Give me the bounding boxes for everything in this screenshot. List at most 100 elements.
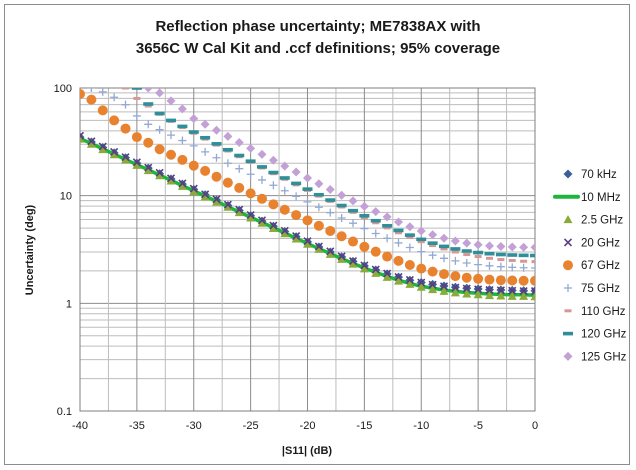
- data-point: [348, 256, 358, 266]
- data-point: [223, 202, 233, 211]
- data-point: [462, 284, 471, 293]
- data-point: [268, 199, 279, 210]
- data-point: [291, 167, 301, 177]
- data-point: [178, 136, 187, 145]
- data-point: [530, 253, 535, 258]
- data-point: [166, 174, 176, 183]
- data-point: [405, 275, 414, 284]
- data-point: [269, 181, 278, 190]
- data-point: [189, 141, 198, 150]
- legend-item-75-ghz: 75 GHz: [564, 283, 620, 295]
- data-point: [234, 153, 245, 158]
- data-point: [325, 185, 335, 195]
- data-point: [143, 102, 154, 106]
- data-point: [326, 208, 335, 217]
- data-point: [201, 190, 210, 199]
- data-point: [473, 273, 484, 284]
- data-point: [109, 150, 119, 159]
- data-point: [75, 42, 85, 46]
- data-point: [417, 278, 426, 287]
- data-point: [133, 96, 141, 100]
- data-point: [348, 208, 358, 213]
- data-point: [314, 179, 324, 189]
- data-point: [439, 244, 449, 249]
- data-point: [348, 196, 358, 206]
- data-point: [303, 239, 312, 248]
- data-point: [382, 223, 393, 228]
- data-point: [394, 276, 403, 285]
- data-point: [416, 237, 427, 242]
- x-tick-labels: -40 -35 -30 -25 -20 -15 -10 -5 0: [72, 420, 538, 432]
- data-point: [212, 195, 221, 204]
- data-point: [76, 32, 85, 41]
- data-point: [280, 226, 289, 235]
- data-point: [121, 155, 130, 164]
- data-point: [530, 292, 535, 301]
- legend-item-2-5-ghz: 2.5 GHz: [563, 215, 623, 227]
- data-point: [87, 88, 96, 92]
- data-point: [80, 131, 85, 140]
- data-point: [451, 283, 460, 292]
- data-point: [200, 165, 211, 176]
- x-tick-label: -25: [243, 420, 259, 432]
- data-point: [393, 228, 404, 233]
- data-point: [497, 258, 505, 262]
- data-point: [440, 254, 448, 263]
- data-point: [166, 96, 176, 106]
- data-point: [485, 291, 494, 300]
- data-point: [98, 142, 107, 151]
- data-point: [507, 242, 517, 252]
- legend-marker-icon: [563, 215, 573, 224]
- data-point: [98, 49, 107, 58]
- legend-label: 20 GHz: [581, 237, 620, 249]
- data-point: [462, 289, 472, 298]
- data-point: [325, 249, 335, 258]
- data-point: [336, 231, 347, 242]
- legend-marker-icon: [564, 284, 572, 292]
- data-point: [359, 264, 369, 273]
- legend-item-125-ghz: 125 GHz: [563, 351, 627, 363]
- data-point: [495, 275, 506, 286]
- data-point: [337, 214, 346, 223]
- data-point: [450, 247, 461, 251]
- data-point: [405, 243, 414, 252]
- data-point: [222, 147, 233, 152]
- x-tick-label: -15: [356, 420, 372, 432]
- data-point: [143, 137, 154, 148]
- data-point: [450, 288, 460, 297]
- data-point: [132, 111, 141, 120]
- data-point: [451, 256, 460, 265]
- data-point: [245, 188, 256, 199]
- data-point: [382, 212, 392, 222]
- data-point: [496, 286, 505, 295]
- series-67-ghz: [80, 88, 535, 286]
- x-tick-label: -40: [72, 420, 88, 432]
- data-point: [429, 244, 437, 248]
- data-point: [166, 118, 176, 123]
- x-tick-label: -20: [300, 420, 316, 432]
- data-point: [450, 236, 460, 246]
- data-point: [234, 208, 244, 217]
- data-point: [359, 201, 369, 211]
- data-point: [257, 165, 267, 169]
- data-point: [144, 163, 153, 172]
- data-point: [519, 242, 529, 252]
- data-point: [508, 286, 517, 295]
- data-point: [395, 231, 402, 235]
- data-point: [211, 171, 222, 182]
- chart-title-line-2: 3656C W Cal Kit and .ccf definitions; 95…: [136, 40, 500, 57]
- data-point: [337, 252, 346, 261]
- data-point: [439, 282, 449, 291]
- data-point: [188, 130, 199, 134]
- data-point: [518, 275, 529, 286]
- data-point: [109, 115, 120, 126]
- data-point: [326, 247, 335, 256]
- y-tick-label: 0.1: [57, 406, 72, 418]
- data-point: [371, 207, 381, 217]
- data-point: [155, 171, 165, 180]
- data-point: [370, 218, 381, 223]
- y-tick-label: 1: [66, 298, 72, 310]
- legend-label: 110 GHz: [581, 306, 626, 318]
- data-point: [474, 260, 483, 269]
- data-point: [473, 250, 484, 255]
